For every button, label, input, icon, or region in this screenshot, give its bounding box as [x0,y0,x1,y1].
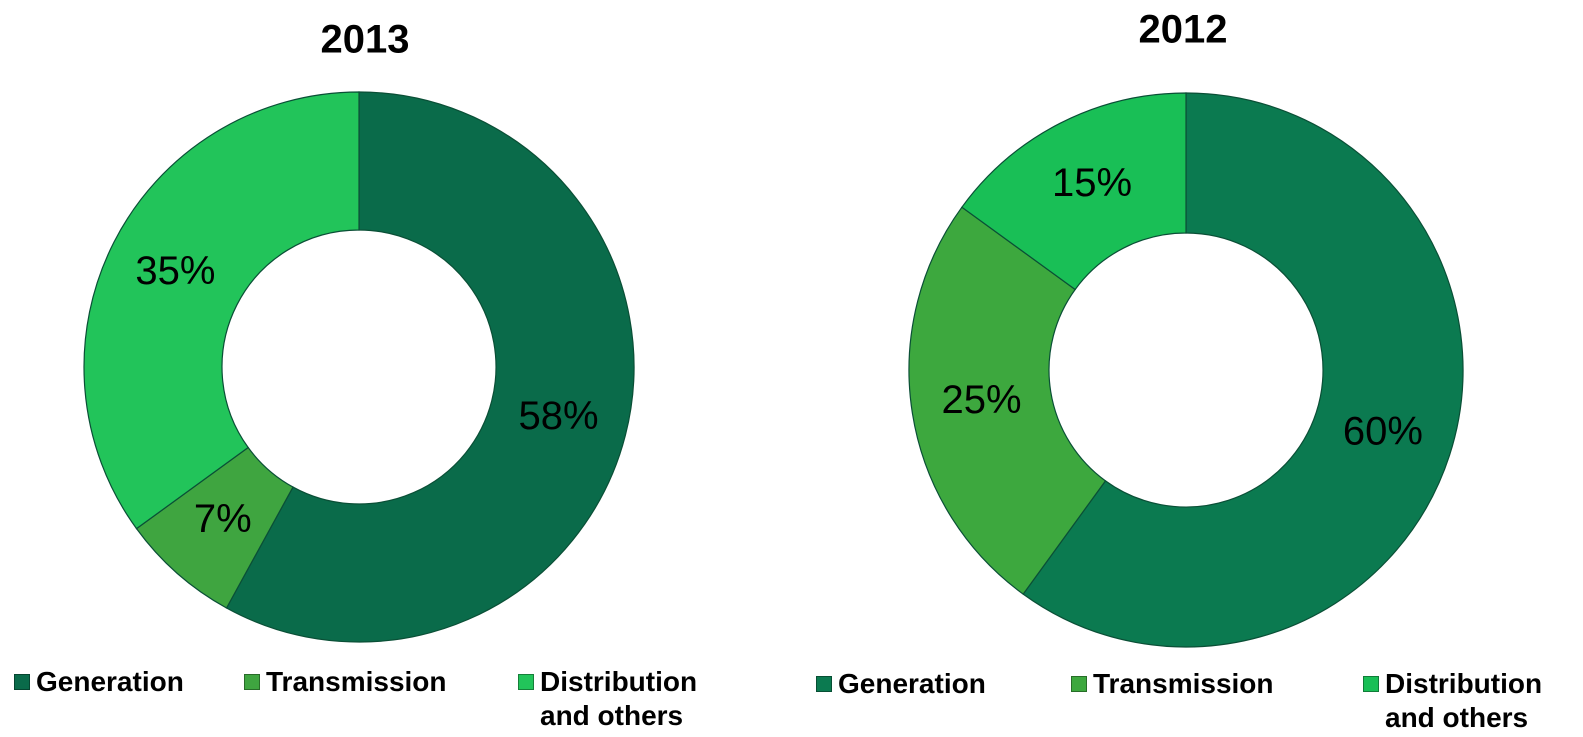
legend-swatch [816,676,832,692]
donut-slice [908,206,1107,595]
data-label: 58% [518,394,598,438]
chart-title: 2012 [1139,8,1228,52]
chart-title: 2013 [321,18,410,62]
legend-item: Transmission [244,665,447,699]
legend-item: Generation [14,665,184,699]
data-label: 25% [942,378,1022,422]
legend-label: Transmission [1093,668,1274,699]
donut-slice [961,92,1187,291]
data-label: 7% [194,497,252,541]
legend-label: Generation [36,666,184,697]
legend-label: Transmission [266,666,447,697]
legend-item: Transmission [1071,667,1274,701]
legend-item: Generation [816,667,986,701]
donut-slice [225,91,635,643]
legend-label: Distribution and others [1385,668,1543,733]
data-label: 60% [1343,410,1423,454]
data-label: 15% [1052,161,1132,205]
donut-slice [83,91,360,530]
legend-swatch [1363,676,1379,692]
legend-swatch [14,674,30,690]
data-label: 35% [135,249,215,293]
legend-swatch [244,674,260,690]
legend-item: Distribution and others [518,665,730,733]
legend-swatch [518,674,534,690]
donut-slice [1022,92,1464,648]
legend-swatch [1071,676,1087,692]
legend-label: Generation [838,668,986,699]
legend-label: Distribution and others [540,666,698,731]
legend-item: Distribution and others [1363,667,1575,735]
